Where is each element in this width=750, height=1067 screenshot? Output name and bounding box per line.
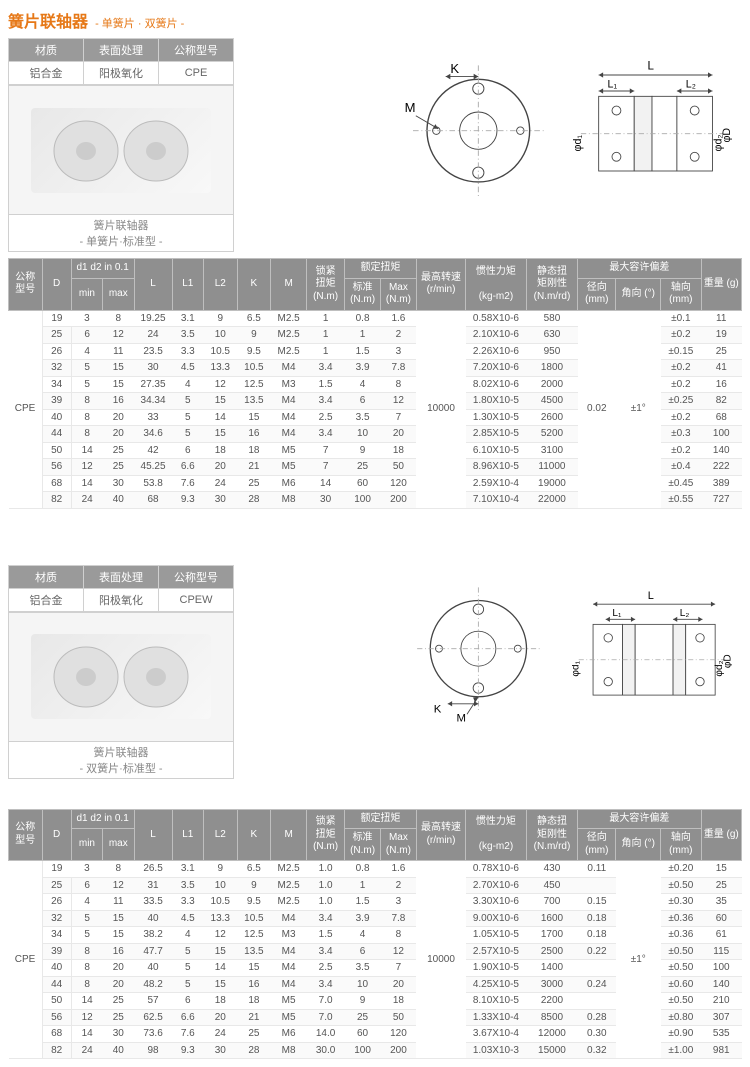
table-row: CPE193819.253.196.5M2.510.81.6100000.58X… (9, 310, 742, 327)
svg-text:L₂: L₂ (680, 608, 690, 619)
spec-table-1: 公称 型号 D d1 d2 in 0.1 L L1 L2 K M 锁紧 扭矩 (… (8, 258, 742, 509)
material-block-1: 材质 表面处理 公称型号 铝合金 阳极氧化 CPE (8, 38, 234, 252)
title-sub: - 单簧片 · 双簧片 - (95, 18, 184, 30)
th-tstd: 标准 (N.m) (345, 278, 381, 310)
table2-head: 公称 型号 D d1 d2 in 0.1 L L1 L2 K M 锁紧 扭矩 (… (9, 809, 742, 861)
th-max: max (103, 278, 134, 310)
th-rpm: 最高转速 (r/min) (416, 259, 465, 311)
svg-text:φd₁: φd₁ (572, 661, 582, 677)
table1-body: CPE193819.253.196.5M2.510.81.6100000.58X… (9, 310, 742, 508)
svg-text:φD: φD (722, 655, 732, 669)
front-view-diagram-1: K M (394, 56, 554, 196)
th-K: K (237, 259, 271, 311)
th-ang: 角向 (°) (616, 278, 661, 310)
th-d1d2: d1 d2 in 0.1 (71, 259, 134, 279)
spec-table-2: 公称 型号 D d1 d2 in 0.1 L L1 L2 K M 锁紧 扭矩 (… (8, 809, 742, 1060)
title-main: 簧片联轴器 (8, 14, 88, 31)
th-L: L (134, 259, 172, 311)
product-caption-2: 簧片联轴器 - 双簧片·标准型 - (8, 742, 234, 779)
product-photo-placeholder-2 (31, 634, 211, 719)
svg-text:L: L (648, 61, 655, 73)
th-inertia: 惯性力矩 (kg-m2) (466, 259, 527, 311)
product-image-1 (8, 85, 234, 215)
svg-text:M: M (405, 100, 416, 115)
mat1-v3: CPE (159, 62, 234, 85)
mat1-v2: 阳极氧化 (84, 62, 159, 85)
th-tmax: Max (N.m) (381, 278, 417, 310)
table-row: CPE193826.53.196.5M2.51.00.81.6100000.78… (9, 861, 742, 878)
model-cell: CPE (9, 310, 43, 508)
front-view-diagram-2: K M (394, 583, 554, 723)
product-image-2 (8, 612, 234, 742)
mat1-v1: 铝合金 (9, 62, 84, 85)
svg-text:L: L (648, 590, 654, 602)
page-title: 簧片联轴器 - 单簧片 · 双簧片 - (8, 8, 742, 32)
th-L1: L1 (172, 259, 203, 311)
svg-text:M: M (457, 712, 466, 723)
diagram-block-1: K M L L₁ L₂ (244, 38, 742, 196)
svg-text:K: K (451, 61, 460, 76)
mat2-h2: 表面处理 (84, 565, 159, 588)
mat2-v1: 铝合金 (9, 588, 84, 611)
mat1-h1: 材质 (9, 39, 84, 62)
th-lock: 锁紧 扭矩 (N.m) (307, 259, 345, 311)
mat1-h3: 公称型号 (159, 39, 234, 62)
th-model: 公称 型号 (9, 259, 43, 311)
th-min: min (71, 278, 102, 310)
product-caption-1: 簧片联轴器 - 单簧片·标准型 - (8, 215, 234, 252)
th-weight: 重量 (g) (701, 259, 742, 311)
svg-text:φd₁: φd₁ (572, 135, 584, 152)
svg-text:K: K (434, 703, 442, 715)
side-view-diagram-2: L L₁ L₂ (572, 583, 732, 723)
mat2-v2: 阳极氧化 (84, 588, 159, 611)
product-photo-placeholder (31, 108, 211, 193)
mat2-h3: 公称型号 (159, 565, 234, 588)
side-view-diagram-1: L L₁ L₂ (572, 56, 732, 196)
th-torque: 额定扭矩 (345, 259, 417, 279)
svg-text:L₁: L₁ (612, 608, 622, 619)
th-ax: 轴向 (mm) (661, 278, 701, 310)
diagram-block-2: K M L L₁ L₂ (244, 565, 742, 723)
table1-head: 公称 型号 D d1 d2 in 0.1 L L1 L2 K M 锁紧 扭矩 (… (9, 259, 742, 311)
material-block-2: 材质 表面处理 公称型号 铝合金 阳极氧化 CPEW (8, 565, 234, 779)
svg-text:φD: φD (721, 128, 732, 143)
table2-body: CPE193826.53.196.5M2.51.00.81.6100000.78… (9, 861, 742, 1059)
mat1-h2: 表面处理 (84, 39, 159, 62)
svg-text:L₂: L₂ (686, 79, 696, 91)
th-rad: 径向 (mm) (578, 278, 616, 310)
model-cell: CPE (9, 861, 43, 1059)
th-rigid: 静态扭 矩刚性 (N.m/rd) (526, 259, 578, 311)
th-L2: L2 (203, 259, 237, 311)
mat2-h1: 材质 (9, 565, 84, 588)
th-deviation: 最大容许偏差 (578, 259, 701, 279)
svg-text:L₁: L₁ (608, 79, 618, 91)
th-D: D (42, 259, 71, 311)
th-M: M (271, 259, 307, 311)
mat2-v3: CPEW (159, 588, 234, 611)
